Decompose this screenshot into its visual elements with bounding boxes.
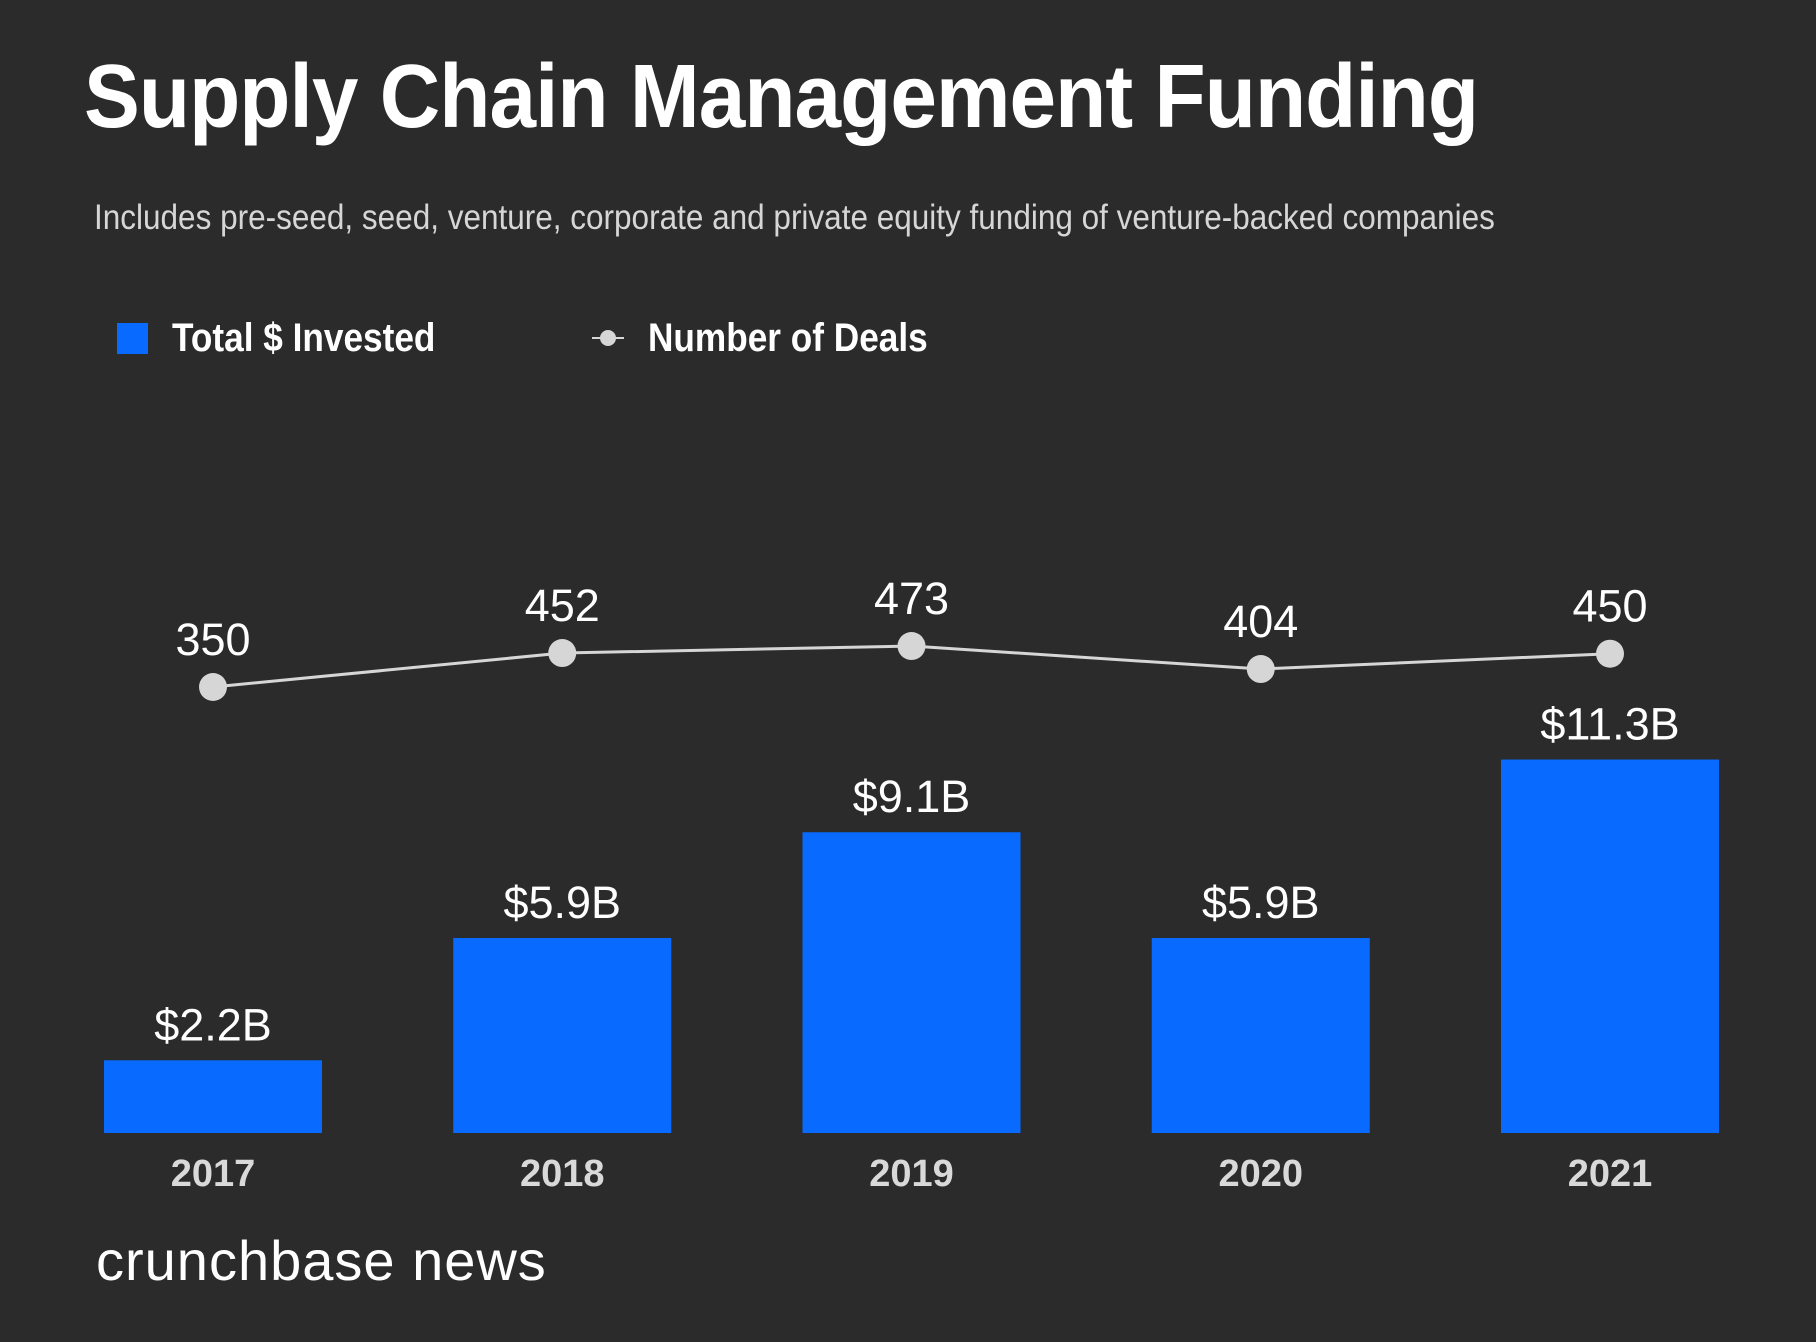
- bar-value-label: $11.3B: [1540, 699, 1679, 750]
- bar-2020: [1151, 938, 1370, 1133]
- deals-value-label: 450: [1572, 581, 1647, 632]
- chart-title: Supply Chain Management Funding: [84, 47, 1479, 147]
- bar-2021: [1501, 759, 1719, 1133]
- deals-value-label: 404: [1223, 596, 1298, 647]
- x-tick-label: 2020: [1218, 1153, 1303, 1195]
- bar-value-label: $2.2B: [154, 999, 272, 1050]
- chart-subtitle: Includes pre-seed, seed, venture, corpor…: [94, 198, 1495, 237]
- deals-point-2019: [897, 632, 926, 661]
- x-tick-label: 2017: [171, 1153, 256, 1195]
- bar-value-label: $5.9B: [503, 877, 621, 928]
- x-tick-label: 2021: [1568, 1153, 1653, 1195]
- legend-label: Number of Deals: [648, 315, 928, 360]
- bar-2017: [104, 1060, 322, 1133]
- deals-value-label: 350: [175, 614, 250, 665]
- legend-item-number-of-deals: Number of Deals: [592, 315, 966, 360]
- deals-value-label: 452: [525, 580, 600, 631]
- deals-point-2018: [548, 639, 577, 668]
- deals-point-2020: [1246, 655, 1275, 684]
- x-tick-label: 2018: [520, 1153, 605, 1195]
- deals-point-2021: [1596, 639, 1624, 668]
- deals-point-2017: [199, 673, 227, 701]
- legend-item-total-invested: Total $ Invested: [117, 315, 471, 360]
- legend-label: Total $ Invested: [172, 315, 436, 360]
- bar-2019: [802, 832, 1021, 1133]
- bar-2018: [453, 938, 672, 1133]
- deals-value-label: 473: [874, 573, 949, 624]
- square-swatch-icon: [117, 322, 148, 354]
- bar-value-label: $5.9B: [1202, 877, 1320, 928]
- bar-value-label: $9.1B: [853, 771, 971, 822]
- line-dot-swatch-icon: [592, 328, 624, 348]
- crunchbase-news-logo: crunchbase news: [96, 1229, 547, 1292]
- x-tick-label: 2019: [869, 1153, 954, 1195]
